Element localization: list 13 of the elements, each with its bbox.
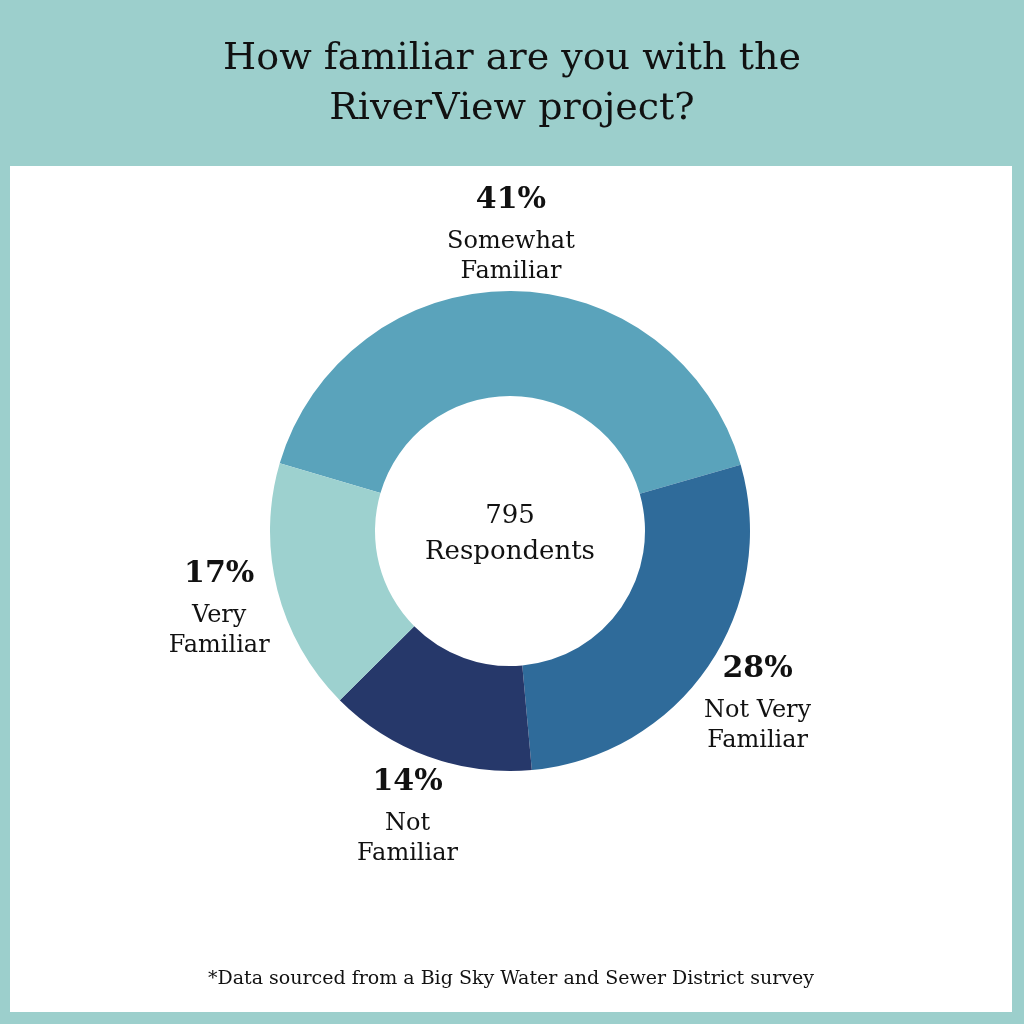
slice-label: Very Familiar — [168, 599, 271, 658]
slice-label: Somewhat Familiar — [447, 226, 576, 284]
slice-label: Not Familiar — [357, 807, 459, 866]
text: *Data sourced from a Big Sky Water and Sewer District survey — [207, 966, 815, 988]
chart-title: How familiar are you with the RiverView project? — [222, 33, 802, 130]
text: 795 Respondents — [425, 499, 595, 565]
data-label: 41% — [475, 180, 547, 215]
data-label: 28% — [722, 649, 793, 685]
donut-slice — [270, 463, 415, 701]
slice-label: Not Very Familiar — [704, 695, 812, 754]
data-label: 17% — [184, 553, 255, 589]
data-label: 14% — [372, 761, 443, 797]
donut-slice — [279, 291, 741, 494]
